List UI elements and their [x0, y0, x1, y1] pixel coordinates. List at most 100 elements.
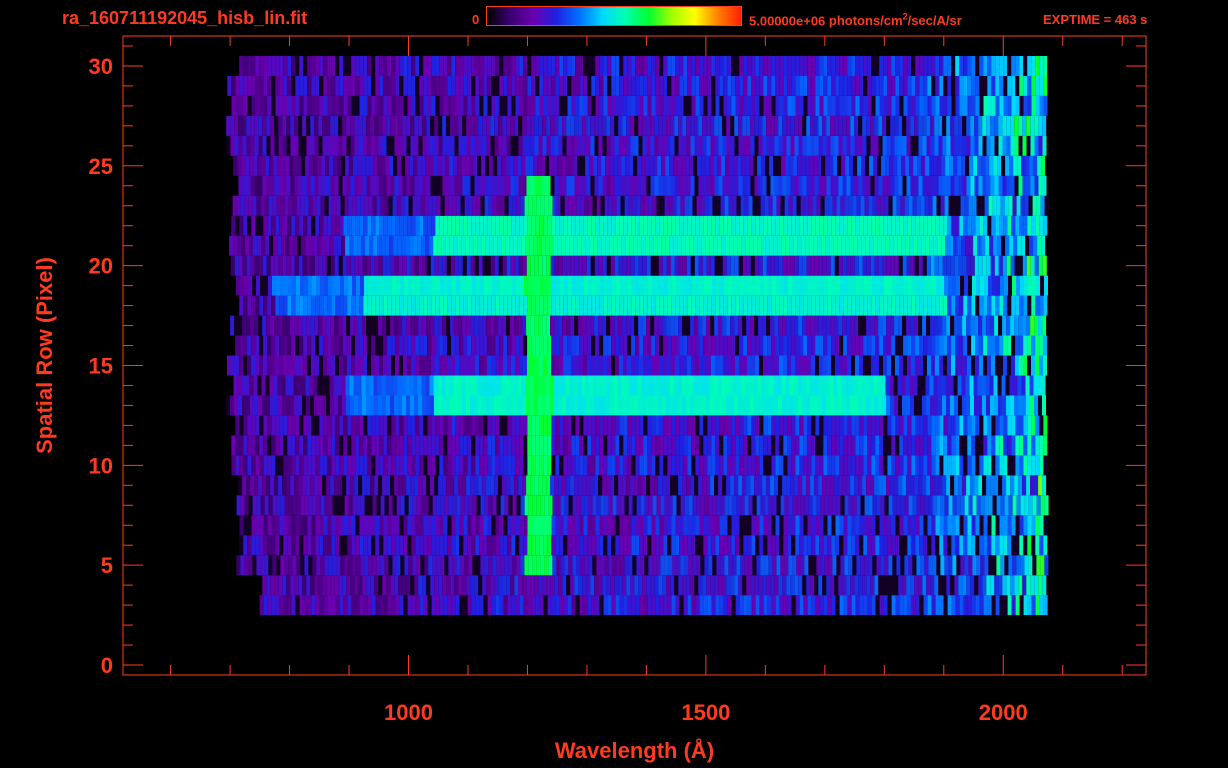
heatmap-cell [507, 215, 512, 236]
heatmap-cell [1034, 395, 1038, 416]
heatmap-cell [990, 315, 995, 336]
heatmap-cell [923, 515, 928, 536]
heatmap-cell [843, 455, 848, 476]
heatmap-cell [964, 195, 969, 216]
heatmap-cell [910, 175, 915, 196]
heatmap-cell [442, 395, 446, 416]
heatmap-cell [555, 355, 559, 376]
heatmap-cell [946, 575, 951, 596]
heatmap-cell [664, 195, 669, 216]
heatmap-cell [578, 135, 583, 156]
heatmap-cell [882, 475, 887, 496]
heatmap-cell [555, 335, 560, 356]
heatmap-cell [1012, 555, 1017, 576]
heatmap-cell [397, 375, 402, 396]
heatmap-cell [642, 475, 647, 496]
heatmap-cell [883, 595, 888, 616]
heatmap-cell [486, 575, 491, 596]
heatmap-cell [983, 515, 988, 536]
heatmap-cell [249, 375, 254, 396]
heatmap-cell [486, 255, 491, 276]
heatmap-cell [627, 335, 632, 356]
heatmap-cell [302, 135, 307, 156]
heatmap-cell [448, 275, 452, 296]
heatmap-cell [428, 555, 433, 576]
heatmap-cell [895, 435, 900, 456]
heatmap-cell [647, 535, 652, 556]
heatmap-cell [605, 235, 610, 256]
heatmap-cell [407, 215, 412, 236]
heatmap-cell [274, 395, 278, 416]
heatmap-cell [598, 315, 603, 336]
heatmap-cell [823, 215, 828, 236]
heatmap-cell [872, 495, 877, 516]
heatmap-cell [319, 355, 323, 376]
heatmap-cell [231, 455, 236, 476]
heatmap-cell [787, 455, 792, 476]
heatmap-cell [474, 575, 479, 596]
heatmap-cell [1039, 415, 1044, 436]
heatmap-cell [961, 155, 966, 176]
heatmap-cell [715, 355, 719, 376]
heatmap-cell [805, 375, 810, 396]
heatmap-cell [491, 595, 496, 616]
heatmap-cell [415, 335, 420, 356]
heatmap-cell [742, 395, 746, 416]
heatmap-cell [742, 135, 747, 156]
heatmap-cell [631, 335, 636, 356]
heatmap-cell [286, 175, 291, 196]
heatmap-cell [875, 595, 880, 616]
heatmap-cell [252, 495, 257, 516]
heatmap-cell [1001, 235, 1006, 256]
heatmap-cell [949, 235, 954, 256]
heatmap-cell [482, 315, 487, 336]
heatmap-cell [466, 175, 471, 196]
heatmap-cell [352, 495, 357, 516]
heatmap-cell [335, 355, 339, 376]
heatmap-cell [744, 555, 749, 576]
heatmap-cell [546, 395, 550, 416]
heatmap-cell [939, 595, 944, 616]
heatmap-cell [728, 195, 733, 216]
heatmap-cell [276, 495, 281, 516]
heatmap-cell [958, 475, 963, 496]
heatmap-cell [386, 315, 391, 336]
heatmap-cell [539, 415, 544, 436]
heatmap-cell [654, 575, 659, 596]
heatmap-cell [712, 275, 716, 296]
heatmap-cell [989, 235, 994, 256]
heatmap-cell [678, 175, 683, 196]
heatmap-cell [885, 235, 890, 256]
heatmap-cell [511, 455, 516, 476]
heatmap-cell [617, 155, 622, 176]
heatmap-cell [502, 315, 507, 336]
heatmap-cell [739, 455, 744, 476]
heatmap-cell [686, 255, 691, 276]
heatmap-cell [639, 435, 644, 456]
heatmap-cell [878, 575, 883, 596]
heatmap-cell [571, 355, 575, 376]
heatmap-cell [599, 535, 604, 556]
heatmap-cell [531, 455, 536, 476]
heatmap-cell [447, 355, 451, 376]
heatmap-cell [507, 535, 512, 556]
heatmap-cell [535, 295, 540, 316]
heatmap-cell [499, 335, 504, 356]
heatmap-cell [326, 475, 331, 496]
heatmap-cell [548, 555, 553, 576]
heatmap-cell [255, 435, 260, 456]
heatmap-cell [500, 495, 505, 516]
heatmap-cell [658, 135, 663, 156]
heatmap-cell [538, 475, 543, 496]
heatmap-cell [639, 215, 644, 236]
heatmap-cell [795, 595, 800, 616]
heatmap-cell [368, 275, 372, 296]
heatmap-cell [923, 355, 927, 376]
heatmap-cell [963, 335, 968, 356]
heatmap-cell [434, 135, 439, 156]
heatmap-cell [248, 275, 252, 296]
heatmap-cell [860, 495, 865, 516]
heatmap-cell [260, 495, 265, 516]
heatmap-cell [283, 455, 288, 476]
heatmap-cell [890, 575, 895, 596]
